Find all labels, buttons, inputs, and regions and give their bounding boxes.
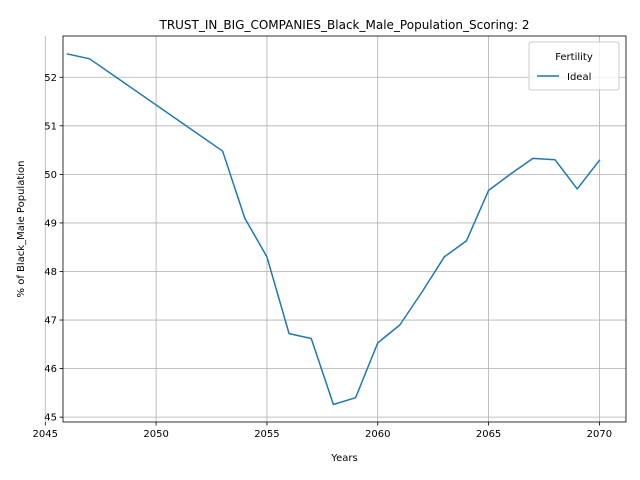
- y-tick-label: 45: [44, 413, 57, 424]
- x-axis-ticks: 2045 2050 2055 2060 2065 2070: [33, 422, 612, 440]
- y-axis-ticks: 45 46 47 48 49 50 51 52: [44, 73, 63, 424]
- y-tick-label: 47: [44, 316, 57, 327]
- plot-area-frame: [62, 35, 627, 423]
- x-tick-label: 2060: [365, 429, 390, 440]
- x-tick-label: 2045: [33, 429, 58, 440]
- legend-box: [528, 41, 620, 91]
- legend: Fertility Ideal: [528, 41, 620, 91]
- y-tick-label: 51: [44, 121, 57, 132]
- grid-lines: [44, 36, 626, 422]
- y-axis-label: % of Black_Male Population: [16, 161, 27, 298]
- y-tick-label: 46: [44, 364, 57, 375]
- y-tick-label: 50: [44, 170, 57, 181]
- chart-title: TRUST_IN_BIG_COMPANIES_Black_Male_Popula…: [158, 18, 529, 32]
- y-tick-label: 52: [44, 73, 57, 84]
- series-line-ideal: [66, 53, 601, 406]
- x-tick-label: 2065: [476, 429, 501, 440]
- y-tick-label: 48: [44, 267, 57, 278]
- x-axis-label: Years: [330, 453, 357, 464]
- x-tick-label: 2050: [143, 429, 168, 440]
- series-layer: [66, 53, 601, 406]
- x-tick-label: 2070: [587, 429, 612, 440]
- legend-title: Fertility: [555, 52, 593, 63]
- x-tick-label: 2055: [254, 429, 279, 440]
- y-tick-label: 49: [44, 218, 57, 229]
- legend-label-ideal: Ideal: [567, 72, 591, 83]
